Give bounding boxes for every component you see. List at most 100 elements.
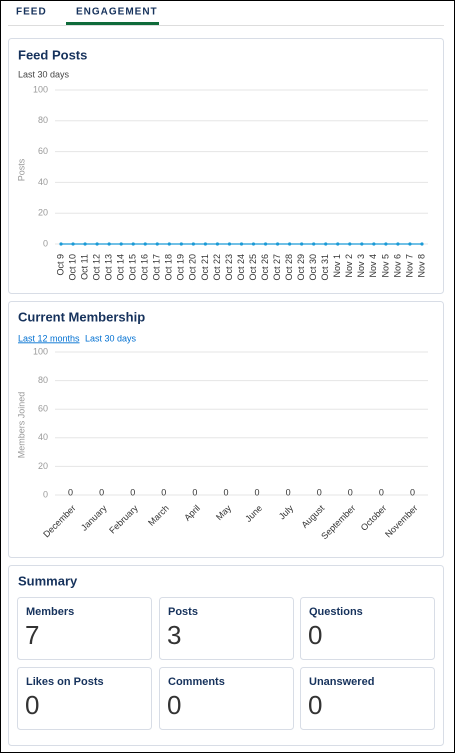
stat-card <box>159 667 294 730</box>
y-axis-label: Members Joined <box>16 392 26 459</box>
x-tick-label: Oct 23 <box>224 254 234 281</box>
tab[interactable]: FEED <box>16 7 47 18</box>
value-label: 0 <box>192 487 197 497</box>
value-label: 0 <box>286 487 291 497</box>
stat-value: 0 <box>308 690 322 720</box>
stat-card <box>300 667 435 730</box>
point <box>384 242 388 246</box>
stat-label: Members <box>26 606 74 618</box>
summary-title: Summary <box>18 573 78 588</box>
y-tick-label: 40 <box>38 177 48 187</box>
point <box>155 242 159 246</box>
x-tick-label: Nov 5 <box>380 254 390 278</box>
x-tick-label: Oct 25 <box>248 254 258 281</box>
point <box>203 242 208 246</box>
x-tick-label: Oct 27 <box>272 254 282 281</box>
point <box>143 242 147 246</box>
point <box>396 242 400 246</box>
y-tick-label: 60 <box>38 146 48 156</box>
stat-label: Unanswered <box>309 676 374 688</box>
stat-value: 7 <box>25 620 39 650</box>
point <box>324 242 328 246</box>
point <box>191 242 195 246</box>
y-tick-label: 80 <box>38 115 48 125</box>
x-tick-label: Oct 31 <box>320 254 330 281</box>
point <box>83 242 87 246</box>
point <box>59 242 63 246</box>
point <box>95 242 99 246</box>
y-tick-label: 60 <box>38 404 48 414</box>
x-tick-label: Oct 15 <box>128 254 138 281</box>
point <box>312 242 316 246</box>
x-tick-label: Oct 26 <box>260 254 270 281</box>
tab-active[interactable]: ENGAGEMENT <box>76 7 158 18</box>
point <box>131 242 135 246</box>
value-label: 0 <box>223 487 228 497</box>
x-tick-label: Oct 9 <box>55 254 65 276</box>
x-tick-label: Oct 29 <box>296 254 306 281</box>
y-tick-label: 0 <box>43 489 48 499</box>
x-tick-label: Nov 8 <box>416 254 426 278</box>
x-tick-label: Nov 6 <box>392 254 402 278</box>
x-tick-label: Nov 4 <box>368 254 378 278</box>
stat-value: 0 <box>25 690 39 720</box>
stat-label: Questions <box>309 606 363 618</box>
x-tick-label: Oct 20 <box>188 254 198 281</box>
point <box>372 242 376 246</box>
point <box>179 242 183 246</box>
point <box>71 242 75 246</box>
stat-value: 0 <box>167 690 181 720</box>
point <box>107 242 111 246</box>
point <box>420 242 424 246</box>
card <box>8 301 444 558</box>
point <box>263 242 268 246</box>
x-tick-label: Oct 21 <box>200 254 210 281</box>
point <box>167 242 171 246</box>
x-tick-label: Oct 18 <box>164 254 174 281</box>
range-link[interactable]: Last 30 days <box>85 333 137 343</box>
stat-value: 0 <box>308 620 322 650</box>
x-tick-label: Nov 3 <box>356 254 366 278</box>
x-tick-label: Nov 1 <box>332 254 342 278</box>
value-label: 0 <box>255 487 260 497</box>
point <box>348 242 352 246</box>
value-label: 0 <box>130 487 135 497</box>
chart-subtitle: Last 30 days <box>18 69 70 79</box>
stat-card <box>17 597 152 660</box>
point <box>300 242 304 246</box>
point <box>408 242 412 246</box>
value-label: 0 <box>379 487 384 497</box>
x-tick-label: Oct 28 <box>284 254 294 281</box>
point <box>288 242 292 246</box>
x-tick-label: Oct 16 <box>140 254 150 281</box>
value-label: 0 <box>317 487 322 497</box>
point <box>336 242 340 246</box>
chart-title: Feed Posts <box>18 47 87 62</box>
stat-card <box>300 597 435 660</box>
x-tick-label: Oct 12 <box>91 254 101 281</box>
point <box>239 242 244 246</box>
chart-title: Current Membership <box>18 309 145 324</box>
x-tick-label: Oct 11 <box>79 254 89 280</box>
point <box>275 242 280 246</box>
y-tick-label: 0 <box>43 238 48 248</box>
x-tick-label: Nov 2 <box>344 254 354 278</box>
y-tick-label: 20 <box>38 208 48 218</box>
x-tick-label: Oct 30 <box>308 254 318 281</box>
x-tick-label: Nov 7 <box>404 254 414 278</box>
x-tick-label: Oct 17 <box>152 254 162 281</box>
range-link[interactable]: Last 12 months <box>18 333 80 343</box>
tab-underline <box>66 22 159 25</box>
x-tick-label: Oct 22 <box>212 254 222 281</box>
stat-card <box>159 597 294 660</box>
y-tick-label: 40 <box>38 432 48 442</box>
stat-value: 3 <box>167 620 181 650</box>
x-tick-label: Oct 10 <box>67 254 77 281</box>
stat-label: Comments <box>168 676 225 688</box>
stat-label: Likes on Posts <box>26 676 104 688</box>
point <box>360 242 364 246</box>
y-tick-label: 20 <box>38 461 48 471</box>
value-label: 0 <box>348 487 353 497</box>
x-tick-label: Oct 13 <box>104 254 114 281</box>
